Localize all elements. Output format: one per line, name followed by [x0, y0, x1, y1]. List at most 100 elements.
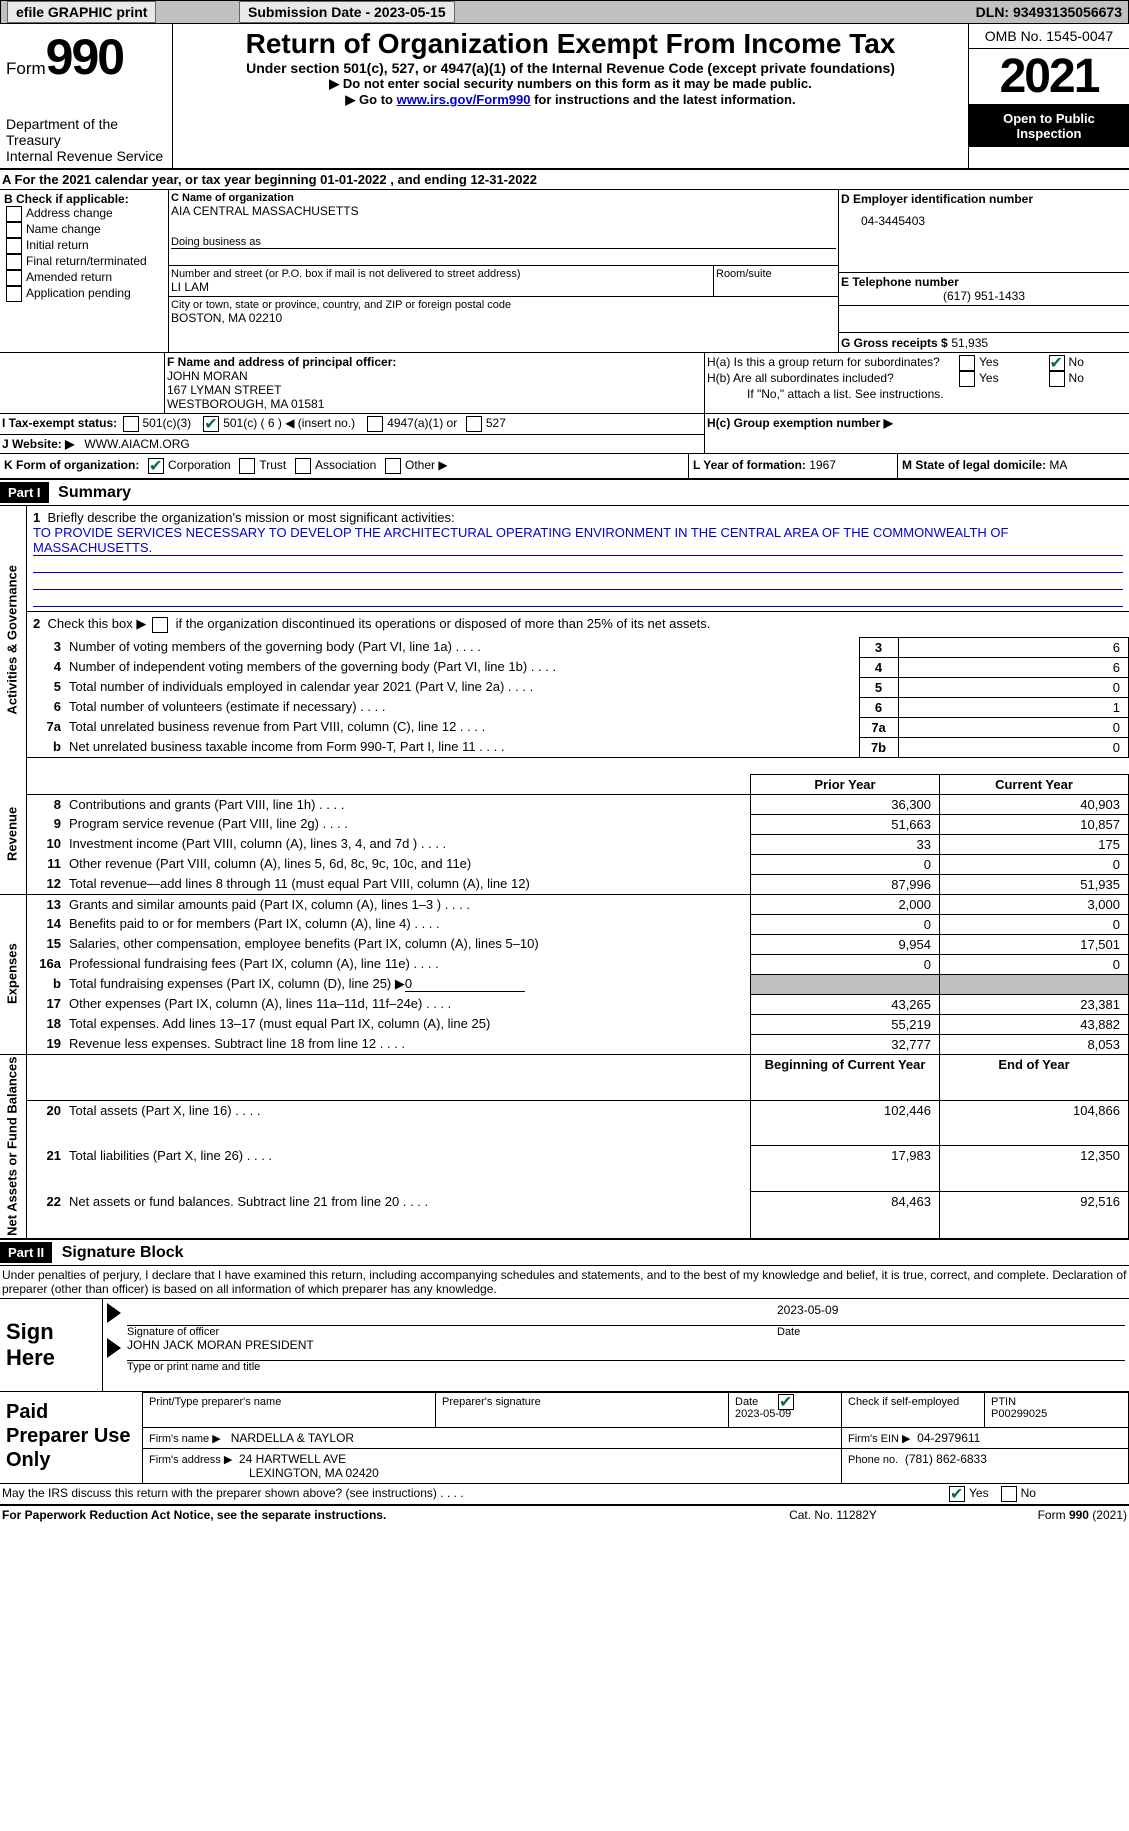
officer-name: JOHN MORAN — [167, 369, 702, 383]
chk-501c3[interactable]: 501(c)(3) — [121, 416, 192, 430]
chk-527[interactable]: 527 — [464, 416, 506, 430]
open-inspection: Open to Public Inspection — [969, 105, 1129, 147]
chk-self-employed[interactable] — [778, 1394, 794, 1410]
chk-association[interactable]: Association — [293, 458, 376, 472]
irs-link[interactable]: www.irs.gov/Form990 — [397, 92, 531, 107]
col-end: End of Year — [940, 1054, 1129, 1100]
chk-501c[interactable]: 501(c) ( 6 ) ◀ (insert no.) — [201, 416, 355, 430]
klm-block: K Form of organization: Corporation Trus… — [0, 453, 1129, 480]
dba-label: Doing business as — [171, 236, 836, 249]
line2-rest: if the organization discontinued its ope… — [176, 616, 711, 631]
street-label: Number and street (or P.O. box if mail i… — [171, 268, 711, 280]
officer-city: WESTBOROUGH, MA 01581 — [167, 397, 702, 411]
box-b-label: B Check if applicable: — [4, 192, 164, 206]
firm-ein-label: Firm's EIN ▶ — [848, 1433, 911, 1445]
part2-title: Signature Block — [56, 1244, 184, 1261]
firm-ein-value: 04-2979611 — [917, 1431, 980, 1445]
box-g-label: G Gross receipts $ — [841, 336, 948, 350]
box-m-label: M State of legal domicile: — [902, 458, 1049, 472]
chk-other[interactable]: Other ▶ — [383, 458, 448, 472]
chk-amended-return[interactable]: Amended return — [4, 270, 164, 286]
ptin-value: P00299025 — [991, 1408, 1122, 1420]
net-22: 22Net assets or fund balances. Subtract … — [0, 1192, 1129, 1239]
ha-no[interactable]: No — [1047, 355, 1127, 371]
exp-14: 14Benefits paid to or for members (Part … — [0, 914, 1129, 934]
hb-no[interactable]: No — [1047, 371, 1127, 387]
box-k-label: K Form of organization: — [4, 458, 139, 472]
box-l-label: L Year of formation: — [693, 458, 809, 472]
mission-blank1 — [33, 556, 1123, 573]
firm-phone-label: Phone no. — [848, 1454, 898, 1466]
box-f-label: F Name and address of principal officer: — [167, 355, 702, 369]
gov-row-5: 5 Total number of individuals employed i… — [0, 677, 1129, 697]
street-value: LI LAM — [171, 280, 711, 294]
exp-19: 19Revenue less expenses. Subtract line 1… — [0, 1034, 1129, 1054]
city-label: City or town, state or province, country… — [171, 299, 836, 311]
exp-18: 18Total expenses. Add lines 13–17 (must … — [0, 1014, 1129, 1034]
form-title: Return of Organization Exempt From Incom… — [181, 24, 960, 60]
firm-addr1: 24 HARTWELL AVE — [239, 1452, 346, 1466]
ha-label: H(a) Is this a group return for subordin… — [707, 355, 957, 371]
discuss-line: May the IRS discuss this return with the… — [0, 1484, 1129, 1506]
chk-name-change[interactable]: Name change — [4, 222, 164, 238]
tax-year: 2021 — [969, 49, 1129, 105]
efile-print-button[interactable]: efile GRAPHIC print — [7, 1, 156, 23]
chk-discontinued[interactable] — [152, 617, 168, 633]
prep-sig-label: Preparer's signature — [436, 1392, 729, 1427]
top-bar: efile GRAPHIC print Submission Date - 20… — [0, 0, 1129, 24]
chk-address-change[interactable]: Address change — [4, 206, 164, 222]
gov-row-4: 4 Number of independent voting members o… — [0, 657, 1129, 677]
part1-financials: Revenue Prior Year Current Year 8Contrib… — [0, 774, 1129, 1240]
gov-row-3: 3 Number of voting members of the govern… — [0, 637, 1129, 657]
submission-date: Submission Date - 2023-05-15 — [239, 1, 455, 23]
vlabel-revenue: Revenue — [0, 774, 27, 894]
vlabel-netassets: Net Assets or Fund Balances — [0, 1054, 27, 1239]
firm-name-label: Firm's name ▶ — [149, 1433, 221, 1445]
room-label: Room/suite — [716, 268, 836, 280]
chk-corporation[interactable]: Corporation — [146, 458, 231, 472]
officer-printed-name: JOHN JACK MORAN PRESIDENT — [127, 1338, 1125, 1361]
note2-pre: ▶ Go to — [345, 92, 396, 107]
hb-yes[interactable]: Yes — [957, 371, 1047, 387]
city-value: BOSTON, MA 02210 — [171, 311, 836, 325]
discuss-no[interactable]: No — [999, 1486, 1036, 1500]
chk-application-pending[interactable]: Application pending — [4, 286, 164, 302]
exp-16b: bTotal fundraising expenses (Part IX, co… — [0, 974, 1129, 994]
paperwork-notice: For Paperwork Reduction Act Notice, see … — [0, 1506, 721, 1524]
chk-initial-return[interactable]: Initial return — [4, 238, 164, 254]
rev-8: 8Contributions and grants (Part VIII, li… — [0, 794, 1129, 814]
paid-preparer-block: Paid Preparer Use Only Print/Type prepar… — [0, 1392, 1129, 1484]
prep-name-label: Print/Type preparer's name — [143, 1392, 436, 1427]
status-block: I Tax-exempt status: 501(c)(3) 501(c) ( … — [0, 413, 1129, 453]
firm-addr-label: Firm's address ▶ — [149, 1454, 232, 1466]
box-j-label: J Website: ▶ — [2, 437, 74, 451]
arrow-icon — [107, 1338, 121, 1358]
rev-10: 10Investment income (Part VIII, column (… — [0, 834, 1129, 854]
exp-16a: 16aProfessional fundraising fees (Part I… — [0, 954, 1129, 974]
cat-no: Cat. No. 11282Y — [721, 1506, 945, 1524]
hb-label: H(b) Are all subordinates included? — [707, 371, 957, 387]
signature-officer-line[interactable] — [127, 1303, 767, 1326]
sig-date-value: 2023-05-09 — [767, 1303, 1125, 1326]
exp-15: 15Salaries, other compensation, employee… — [0, 934, 1129, 954]
firm-addr2: LEXINGTON, MA 02420 — [149, 1466, 835, 1480]
part2-header-row: Part II Signature Block — [0, 1240, 1129, 1266]
form-note-link: ▶ Go to www.irs.gov/Form990 for instruct… — [181, 92, 960, 108]
chk-final-return[interactable]: Final return/terminated — [4, 254, 164, 270]
self-employed-cell: Check if self-employed — [842, 1392, 985, 1427]
hc-label: H(c) Group exemption number ▶ — [705, 414, 1129, 454]
vlabel-expenses: Expenses — [0, 894, 27, 1054]
form-label: Form — [6, 59, 46, 78]
part1-body: Activities & Governance 1 Briefly descri… — [0, 506, 1129, 774]
chk-4947[interactable]: 4947(a)(1) or — [365, 416, 457, 430]
discuss-yes[interactable]: Yes — [947, 1486, 989, 1500]
website-value: WWW.AIACM.ORG — [84, 437, 189, 451]
form-number: 990 — [46, 29, 123, 85]
chk-trust[interactable]: Trust — [237, 458, 286, 472]
box-e-label: E Telephone number — [841, 275, 1127, 289]
discuss-label: May the IRS discuss this return with the… — [2, 1486, 437, 1500]
ha-yes[interactable]: Yes — [957, 355, 1047, 371]
dln-label: DLN: 93493135056673 — [760, 1, 1128, 24]
vlabel-governance: Activities & Governance — [0, 506, 27, 774]
org-name: AIA CENTRAL MASSACHUSETTS — [171, 204, 836, 218]
